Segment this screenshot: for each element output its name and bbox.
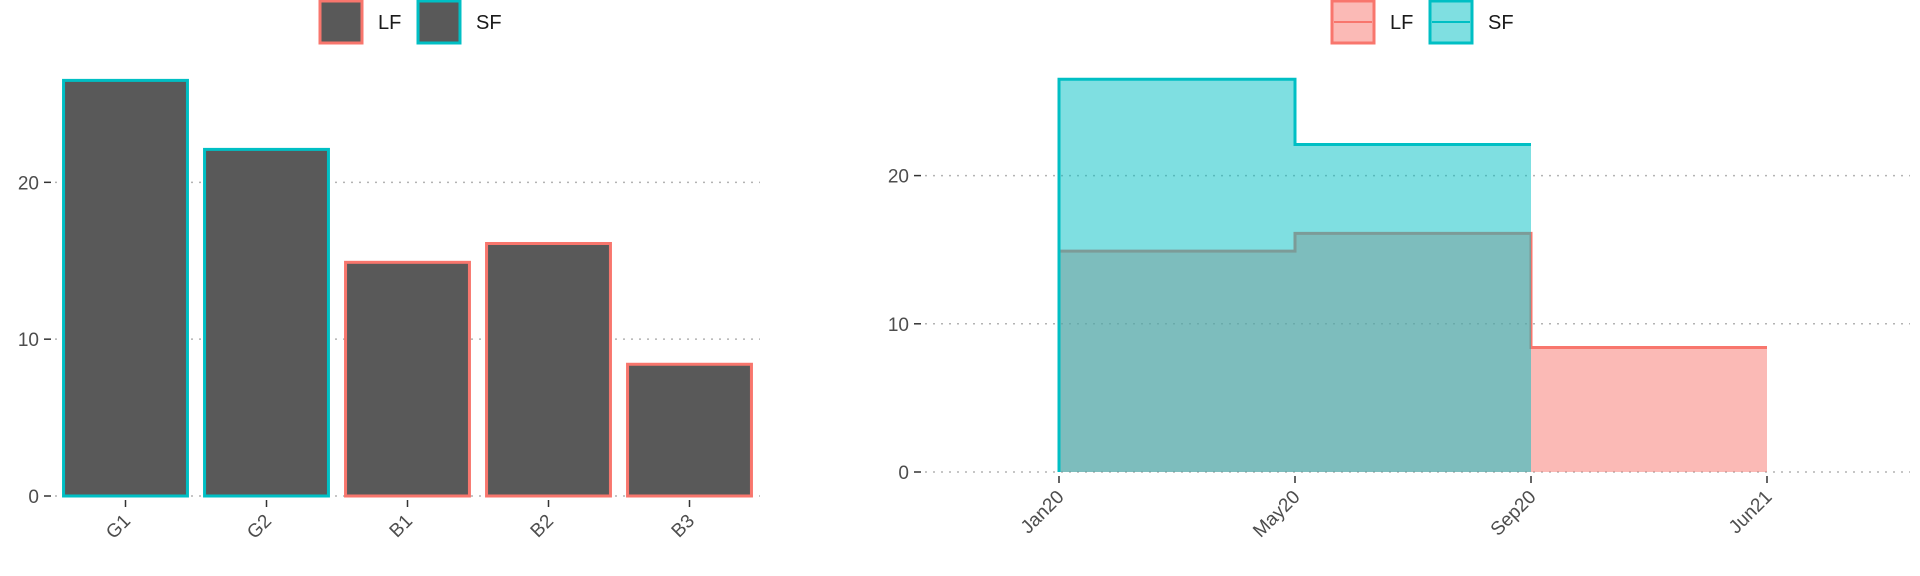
area-chart-y-axis: 0 10 20 bbox=[888, 167, 921, 484]
area-chart-legend: LF SF bbox=[1330, 0, 1514, 45]
area-fill-sf bbox=[1059, 79, 1531, 473]
bar-x-tick-label: G2 bbox=[243, 511, 276, 544]
bar-g1 bbox=[62, 78, 189, 498]
bar-b3 bbox=[626, 362, 753, 498]
legend-label-lf: LF bbox=[378, 12, 401, 34]
area-line-sf bbox=[1057, 77, 1531, 472]
area-chart-panel: LF SF 0 10 20 Jan20 May20 Sep20 Jun21 bbox=[888, 0, 1910, 542]
bar-x-tick-label: G1 bbox=[102, 511, 135, 544]
area-chart-x-axis: Jan20 May20 Sep20 Jun21 bbox=[1017, 476, 1777, 542]
legend-label-sf: SF bbox=[476, 12, 502, 34]
area-y-tick-label: 20 bbox=[888, 167, 909, 188]
bar-x-tick-label: B2 bbox=[527, 511, 558, 542]
bar-y-tick-label: 20 bbox=[18, 173, 39, 194]
bar-chart-x-axis: G1 G2 B1 B2 B3 bbox=[102, 500, 699, 543]
bar-chart-y-axis: 0 10 20 bbox=[18, 173, 51, 508]
area-y-tick-label: 0 bbox=[898, 463, 909, 484]
bar-chart-bars bbox=[62, 78, 753, 498]
bar-b2 bbox=[485, 241, 612, 498]
bar-x-tick-label: B1 bbox=[386, 511, 417, 542]
area-x-tick-label: May20 bbox=[1249, 487, 1304, 542]
area-x-tick-label: Jun21 bbox=[1725, 487, 1776, 538]
area-x-tick-label: Sep20 bbox=[1487, 487, 1541, 541]
bar-b1 bbox=[344, 260, 471, 498]
legend-label-sf: SF bbox=[1488, 12, 1514, 34]
bar-chart-panel: LF SF 0 10 20 G1 G2 B1 B2 B3 bbox=[18, 0, 760, 543]
bar-g2 bbox=[203, 147, 330, 498]
bar-chart-legend: LF SF bbox=[318, 0, 502, 45]
bar-x-tick-label: B3 bbox=[668, 511, 699, 542]
area-chart-series bbox=[1057, 77, 1767, 473]
area-x-tick-label: Jan20 bbox=[1017, 487, 1068, 538]
legend-key-sf bbox=[416, 0, 462, 45]
legend-label-lf: LF bbox=[1390, 12, 1413, 34]
bar-y-tick-label: 0 bbox=[28, 487, 39, 508]
bar-y-tick-label: 10 bbox=[18, 330, 39, 351]
legend-key-lf bbox=[318, 0, 364, 45]
area-y-tick-label: 10 bbox=[888, 315, 909, 336]
